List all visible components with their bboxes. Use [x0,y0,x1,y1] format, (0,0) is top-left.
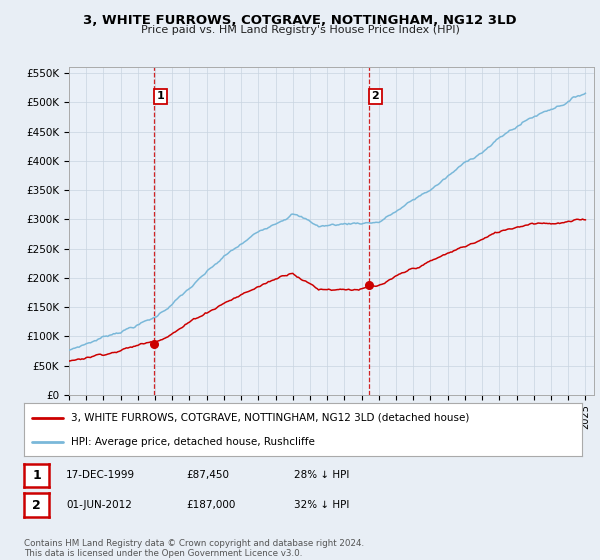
Text: 3, WHITE FURROWS, COTGRAVE, NOTTINGHAM, NG12 3LD (detached house): 3, WHITE FURROWS, COTGRAVE, NOTTINGHAM, … [71,413,470,423]
Text: HPI: Average price, detached house, Rushcliffe: HPI: Average price, detached house, Rush… [71,437,316,447]
Text: 1: 1 [32,469,41,482]
Text: 2: 2 [32,498,41,512]
Text: 01-JUN-2012: 01-JUN-2012 [66,500,132,510]
Text: 32% ↓ HPI: 32% ↓ HPI [294,500,349,510]
Text: 2: 2 [371,91,379,101]
Text: £87,450: £87,450 [186,470,229,480]
Text: Contains HM Land Registry data © Crown copyright and database right 2024.
This d: Contains HM Land Registry data © Crown c… [24,539,364,558]
Text: 28% ↓ HPI: 28% ↓ HPI [294,470,349,480]
Text: 17-DEC-1999: 17-DEC-1999 [66,470,135,480]
Text: £187,000: £187,000 [186,500,235,510]
Text: 1: 1 [157,91,165,101]
Text: Price paid vs. HM Land Registry's House Price Index (HPI): Price paid vs. HM Land Registry's House … [140,25,460,35]
Text: 3, WHITE FURROWS, COTGRAVE, NOTTINGHAM, NG12 3LD: 3, WHITE FURROWS, COTGRAVE, NOTTINGHAM, … [83,14,517,27]
